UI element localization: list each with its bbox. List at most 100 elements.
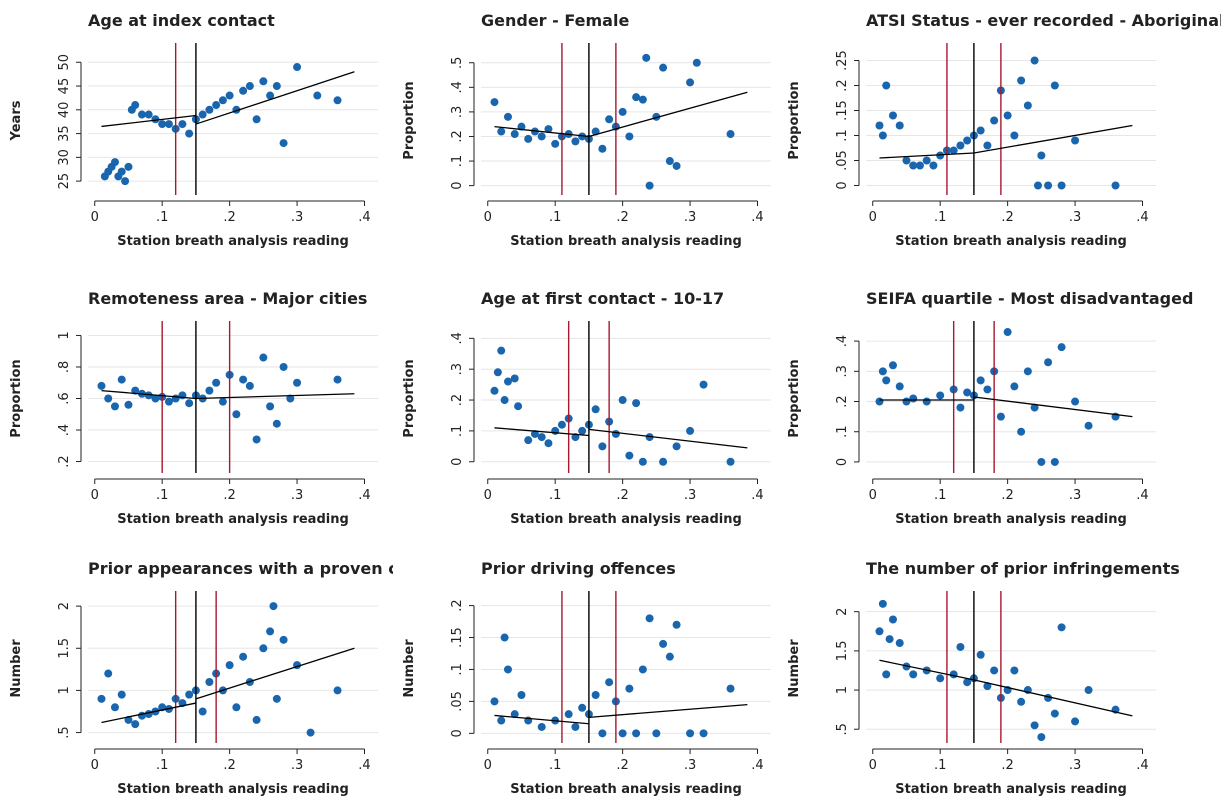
point	[266, 627, 275, 636]
point	[279, 635, 288, 644]
y-tick-label: .2	[835, 395, 850, 407]
point	[232, 703, 241, 712]
point	[665, 652, 674, 661]
y-tick-label: 2	[835, 608, 850, 616]
point	[151, 115, 160, 124]
point	[151, 394, 160, 403]
point	[524, 134, 533, 143]
y-tick-label: 0	[450, 729, 465, 737]
point	[245, 82, 254, 91]
point	[936, 391, 945, 400]
point	[490, 697, 499, 706]
point	[259, 353, 268, 362]
y-tick-label: .15	[450, 627, 465, 648]
point	[1037, 457, 1046, 466]
y-tick-label: .3	[450, 106, 465, 118]
y-tick-label: .3	[450, 363, 465, 375]
point	[205, 386, 214, 395]
point	[1050, 457, 1059, 466]
panel-title: Prior appearances with a proven c	[88, 559, 398, 578]
point	[117, 167, 126, 176]
point	[272, 419, 281, 428]
fit-line	[195, 71, 355, 125]
x-tick-label: .2	[1001, 488, 1013, 503]
point	[239, 375, 248, 384]
panel: The number of prior infringements .5 1 1.5 2…	[787, 559, 1180, 797]
point	[895, 121, 904, 130]
point	[544, 125, 553, 134]
point	[306, 728, 315, 737]
point	[645, 181, 654, 190]
point	[252, 115, 261, 124]
y-tick-label: .4	[450, 332, 465, 344]
x-tick-label: .2	[223, 758, 235, 773]
point	[571, 137, 580, 146]
panel-title: The number of prior infringements	[866, 559, 1180, 578]
point	[1017, 76, 1026, 85]
y-tick-label: 0	[450, 181, 465, 189]
fit-line	[588, 91, 748, 138]
x-tick-label: 0	[484, 210, 492, 225]
point	[878, 131, 887, 140]
point	[1071, 717, 1080, 726]
point	[983, 682, 992, 691]
point	[699, 729, 708, 738]
point	[131, 101, 140, 110]
y-axis-label: Proportion	[9, 359, 24, 437]
y-tick-label: .2	[835, 79, 850, 91]
point	[878, 367, 887, 376]
x-axis-label: Station breath analysis reading	[895, 512, 1127, 527]
point	[218, 96, 227, 105]
y-tick-label: .4	[57, 424, 72, 436]
point	[272, 694, 281, 703]
point	[557, 420, 566, 429]
panel-title: Age at first contact - 10-17	[481, 289, 724, 308]
x-tick-label: .1	[934, 210, 946, 225]
y-tick-label: 40	[57, 102, 72, 119]
point	[936, 674, 945, 683]
point	[1057, 181, 1066, 190]
point	[272, 82, 281, 91]
fit-line	[101, 389, 196, 400]
point	[895, 382, 904, 391]
point	[625, 684, 634, 693]
point	[949, 670, 958, 679]
point	[144, 391, 153, 400]
fit-line	[494, 714, 589, 725]
point	[902, 156, 911, 165]
point	[185, 129, 194, 138]
x-tick-label: .3	[1069, 210, 1081, 225]
panel: Prior appearances with a proven c .5 1 1.5 2…	[9, 559, 398, 797]
point	[131, 720, 140, 729]
x-tick-label: .3	[1069, 488, 1081, 503]
point	[726, 457, 735, 466]
point	[1033, 181, 1042, 190]
point	[333, 375, 342, 384]
panel-title: Gender - Female	[481, 11, 629, 30]
point	[97, 694, 106, 703]
panel: ATSI Status - ever recorded - Aboriginal…	[787, 11, 1221, 249]
point	[990, 666, 999, 675]
point	[564, 710, 573, 719]
y-tick-label: .25	[835, 50, 850, 71]
point	[500, 633, 509, 642]
y-axis-label: Years	[9, 100, 24, 141]
point	[205, 677, 214, 686]
x-tick-label: .1	[156, 210, 168, 225]
x-tick-label: 0	[484, 758, 492, 773]
x-axis-label: Station breath analysis reading	[510, 234, 742, 249]
x-tick-label: .1	[934, 488, 946, 503]
y-tick-label: .3	[835, 365, 850, 377]
y-tick-label: 35	[57, 125, 72, 142]
point	[963, 136, 972, 145]
x-tick-label: .4	[751, 210, 763, 225]
point	[497, 127, 506, 136]
y-tick-label: 30	[57, 149, 72, 166]
y-tick-label: .1	[450, 155, 465, 167]
point	[1030, 56, 1039, 65]
x-tick-label: .3	[684, 758, 696, 773]
point	[232, 410, 241, 419]
point	[1050, 81, 1059, 90]
fit-line	[879, 659, 975, 681]
